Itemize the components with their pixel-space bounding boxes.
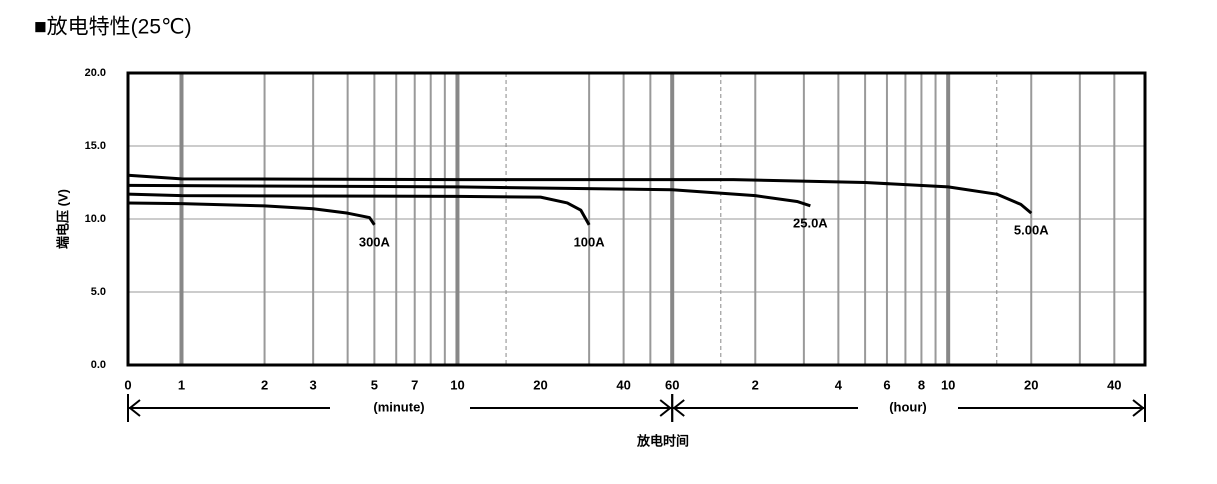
x-tick-label: 2 [752,377,759,392]
x-tick-label: 1 [178,377,185,392]
series-label: 5.00A [1014,223,1049,238]
arrow-head [672,399,685,417]
arrow-head [128,399,141,417]
unit-label: (minute) [373,399,424,414]
y-tick-label: 20.0 [85,67,106,79]
data-line [127,192,591,226]
x-tick-label: 7 [411,377,418,392]
x-tick-label: 60 [665,377,679,392]
x-tick-label: 4 [835,377,843,392]
x-tick-label: 3 [310,377,317,392]
x-tick-label: 5 [371,377,378,392]
series-label: 100A [574,234,606,249]
arrow-head [659,399,672,417]
x-tick-label: 20 [533,377,547,392]
x-axis-label: 放电时间 [636,433,689,448]
arrow-head [1132,399,1145,417]
x-tick-label: 0 [124,377,131,392]
data-line [127,201,376,226]
x-tick-label: 6 [883,377,890,392]
y-tick-label: 15.0 [85,140,106,152]
x-tick-label: 20 [1024,377,1038,392]
y-tick-label: 5.0 [91,286,106,298]
series-label: 300A [359,234,391,249]
data-line [127,183,811,208]
y-axis-label: 端电压 (V) [55,189,70,249]
plot-frame [126,71,1147,367]
data-line [127,173,1033,215]
y-tick-label: 0.0 [91,359,106,371]
y-tick-label: 10.0 [85,213,106,225]
x-tick-label: 40 [1107,377,1121,392]
x-tick-label: 10 [941,377,955,392]
series-label: 25.0A [793,215,828,230]
unit-label: (hour) [889,399,927,414]
chart-title: ■放电特性(25℃) [34,16,192,39]
x-tick-label: 10 [450,377,464,392]
x-tick-label: 40 [616,377,630,392]
x-tick-label: 2 [261,377,268,392]
x-tick-label: 8 [918,377,925,392]
